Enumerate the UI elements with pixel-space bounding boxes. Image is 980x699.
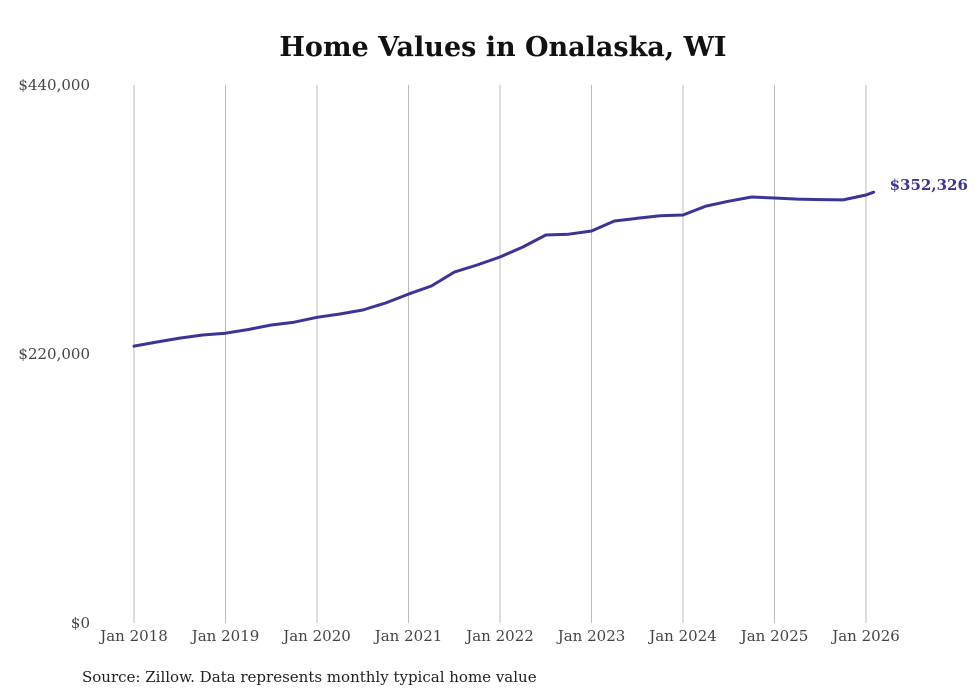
y-tick-label: $440,000	[18, 76, 90, 94]
x-tick-label: Jan 2022	[464, 627, 534, 645]
x-tick-label: Jan 2023	[556, 627, 626, 645]
x-tick-label: Jan 2019	[190, 627, 260, 645]
chart-title: Home Values in Onalaska, WI	[279, 32, 727, 63]
x-tick-label: Jan 2025	[739, 627, 809, 645]
series-line	[132, 190, 876, 348]
y-tick-label: $0	[71, 614, 90, 632]
x-tick-label: Jan 2026	[830, 627, 900, 645]
x-tick-label: Jan 2020	[281, 627, 351, 645]
y-tick-label: $220,000	[18, 345, 90, 363]
x-tick-label: Jan 2021	[373, 627, 443, 645]
source-note: Source: Zillow. Data represents monthly …	[82, 668, 537, 686]
end-value-label: $352,326	[890, 176, 968, 194]
x-tick-label: Jan 2018	[98, 627, 168, 645]
x-tick-label: Jan 2024	[647, 627, 717, 645]
